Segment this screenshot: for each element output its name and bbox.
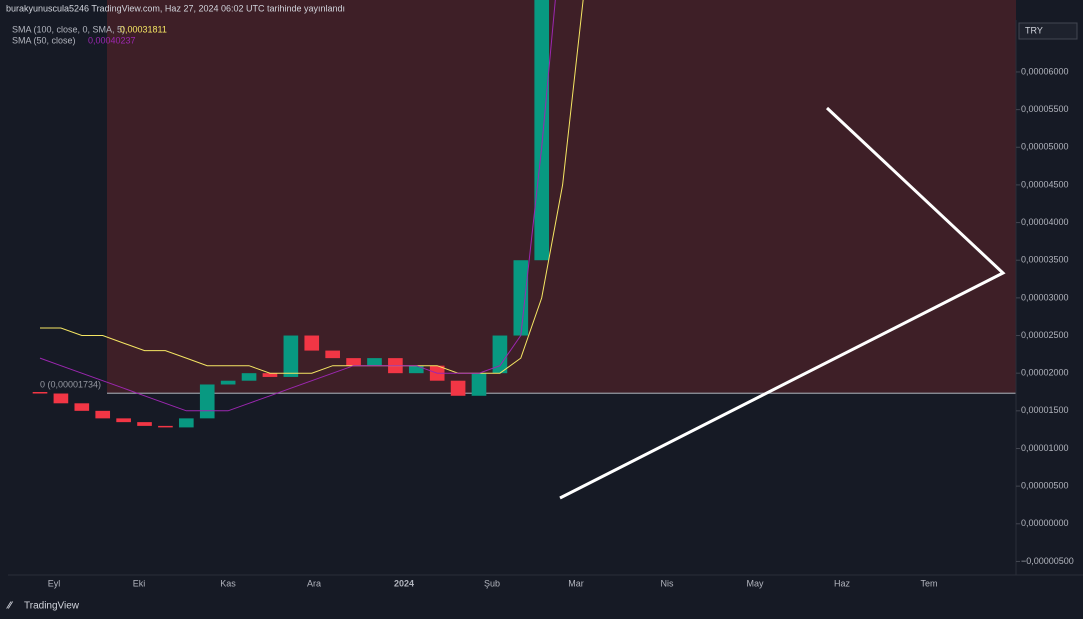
candle xyxy=(492,335,508,374)
publisher: burakyunuscula5246 TradingView.com, Haz … xyxy=(6,3,345,13)
sma-line xyxy=(39,0,556,412)
candle xyxy=(116,418,131,423)
candle xyxy=(471,373,487,396)
candle xyxy=(158,425,173,428)
x-tick-label: Haz xyxy=(834,578,851,588)
candle xyxy=(95,410,111,419)
indicator-value: 0,00031811 xyxy=(120,24,167,34)
y-tick-label: 0,00005000 xyxy=(1021,142,1069,152)
y-tick-label: 0,00000000 xyxy=(1021,518,1069,528)
y-tick-label: 0,00003000 xyxy=(1021,292,1069,302)
x-tick-label: Şub xyxy=(484,578,500,588)
y-tick-label: 0,00002500 xyxy=(1021,330,1069,340)
y-tick-label: 0,00000500 xyxy=(1021,481,1069,491)
currency-box[interactable] xyxy=(1018,22,1078,40)
candle xyxy=(241,373,257,381)
candle xyxy=(513,260,529,336)
x-tick-label: Eki xyxy=(133,578,146,588)
candle xyxy=(450,380,466,396)
candle xyxy=(53,393,69,404)
y-tick-label: 0,00006000 xyxy=(1021,66,1069,76)
y-tick-label: −0,00000500 xyxy=(1021,556,1074,566)
candle xyxy=(220,380,236,385)
fib-layer: 1 (0,00055334)0,786 (0,00043864)0,618 (0… xyxy=(40,0,1016,394)
y-tick-label: 0,00004000 xyxy=(1021,217,1069,227)
y-tick-label: 0,00002000 xyxy=(1021,368,1069,378)
candle xyxy=(534,0,550,261)
candle xyxy=(283,335,299,377)
x-tick-label: May xyxy=(746,578,764,588)
currency: TRY xyxy=(1025,25,1043,35)
x-tick-label: Mar xyxy=(568,578,584,588)
y-tick-label: 0,00001500 xyxy=(1021,405,1069,415)
candle xyxy=(262,373,278,377)
footer-logo: TradingView xyxy=(24,601,80,612)
indicator-name: SMA (50, close) xyxy=(12,35,76,45)
x-tick-label: Eyl xyxy=(48,578,61,588)
indicator-name: SMA (100, close, 0, SMA, 5) xyxy=(12,24,125,34)
candle xyxy=(367,358,382,366)
candle xyxy=(304,335,320,351)
logo-icon: ⁄⁄ xyxy=(6,601,14,612)
candle xyxy=(137,422,152,426)
fib-band xyxy=(107,0,1016,394)
y-tick-label: 0,00004500 xyxy=(1021,179,1069,189)
candle xyxy=(408,365,424,374)
candle xyxy=(179,418,194,428)
x-tick-label: 2024 xyxy=(394,578,414,588)
candle xyxy=(325,350,340,359)
x-tick-label: Nis xyxy=(661,578,674,588)
x-tick-label: Tem xyxy=(920,578,937,588)
x-tick-label: Ara xyxy=(307,578,321,588)
y-tick-label: 0,00003500 xyxy=(1021,255,1069,265)
fib-label: 0 (0,00001734) xyxy=(40,380,101,390)
x-tick-label: Kas xyxy=(220,578,236,588)
candle xyxy=(32,392,48,394)
indicator-value: 0,00040237 xyxy=(88,35,136,45)
trend-triangle xyxy=(559,106,1006,500)
candle xyxy=(199,384,215,419)
y-tick-label: 0,00001000 xyxy=(1021,443,1069,453)
candle xyxy=(74,403,90,411)
candle xyxy=(346,358,361,366)
y-tick-label: 0,00005500 xyxy=(1021,104,1069,114)
